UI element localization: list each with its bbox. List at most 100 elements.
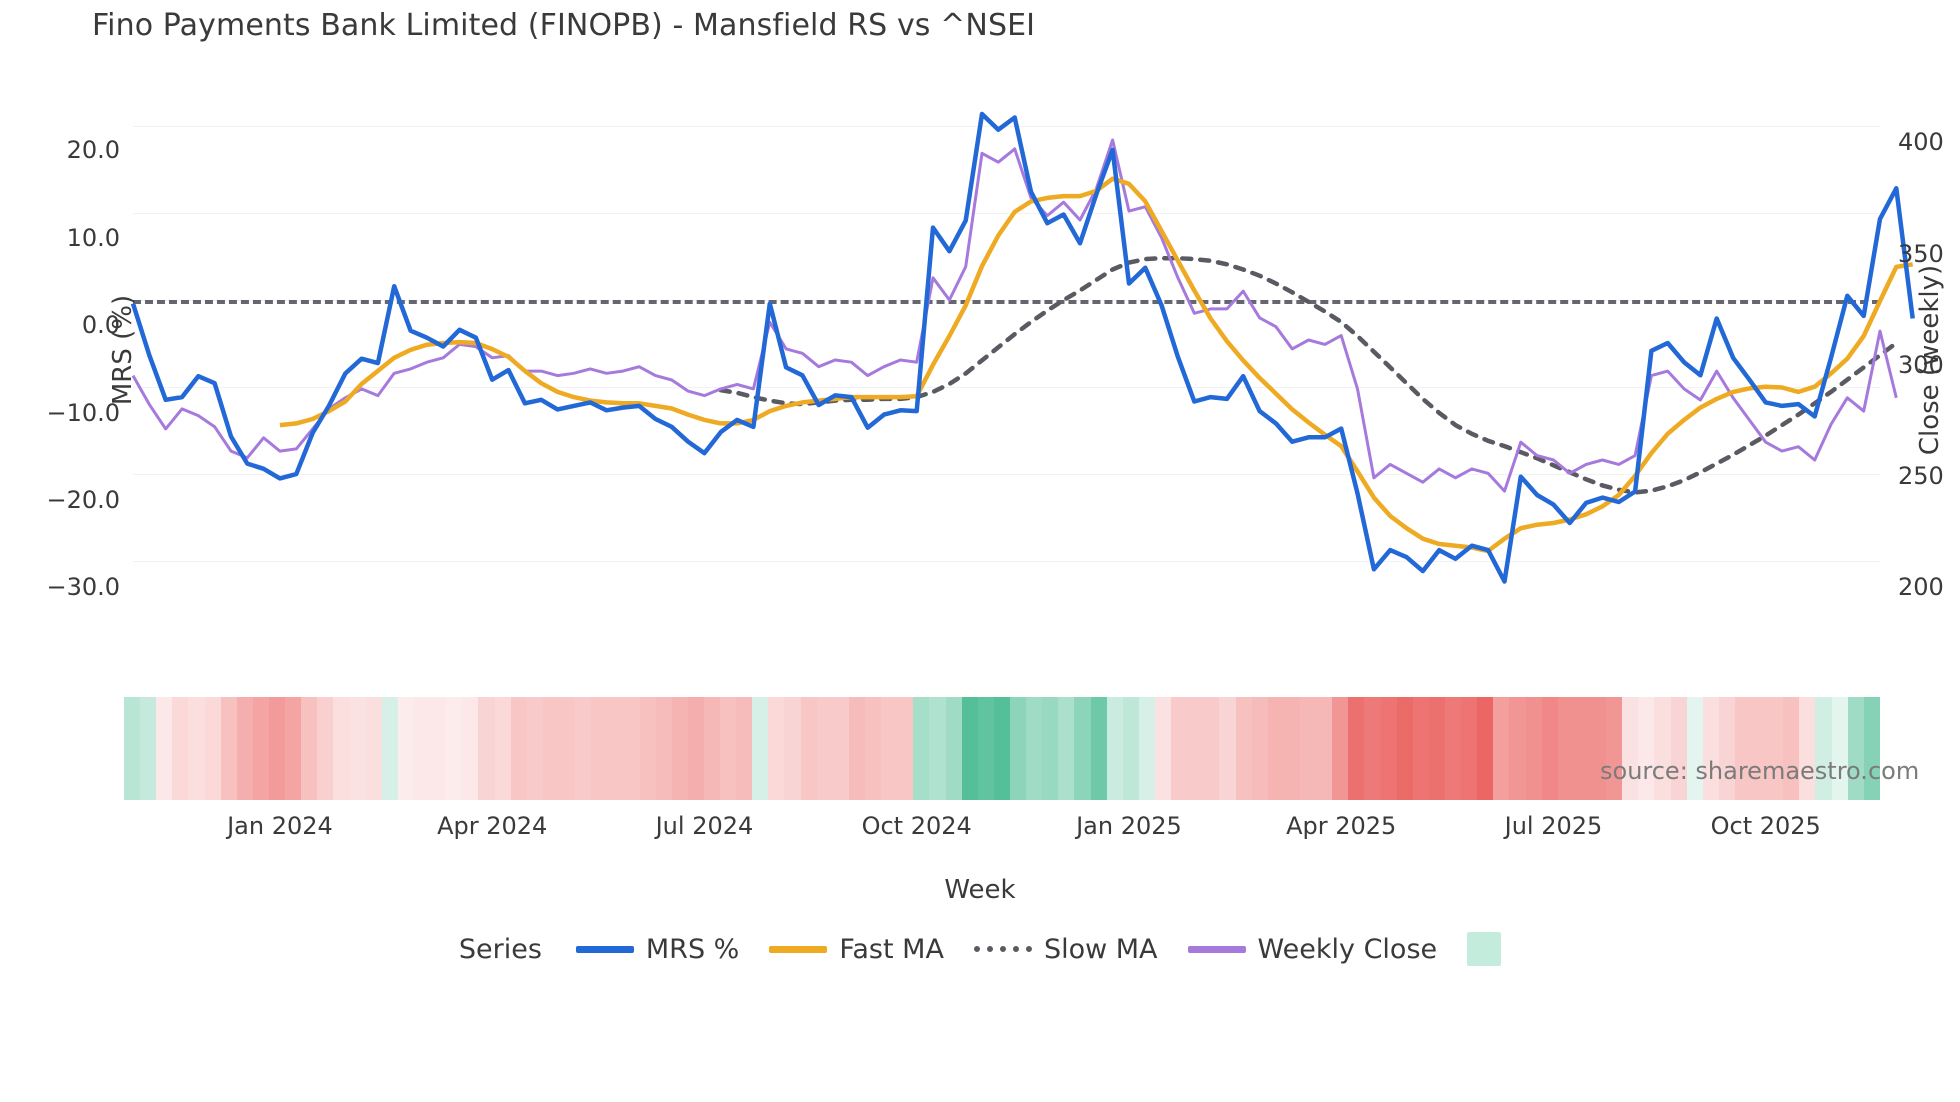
gridline — [133, 561, 1880, 562]
heatmap-cell — [1606, 697, 1623, 800]
heatmap-cell — [1783, 697, 1800, 800]
mrs-heatmap-strip — [124, 697, 1880, 800]
legend-item-fast-ma[interactable]: Fast MA — [769, 934, 944, 965]
heatmap-cell — [1010, 697, 1027, 800]
heatmap-cell — [413, 697, 431, 800]
heatmap-cell — [1831, 697, 1848, 800]
heatmap-cell — [1751, 697, 1768, 800]
heatmap-cell — [172, 697, 189, 800]
right-tick-label: 350 — [1898, 239, 1944, 268]
heatmap-cell — [1106, 697, 1123, 800]
heatmap-cell — [1364, 697, 1381, 800]
heatmap-cell — [1090, 697, 1107, 800]
gridline — [133, 126, 1880, 127]
x-tick-label: Jul 2024 — [655, 812, 754, 840]
heatmap-cell — [865, 697, 882, 800]
heatmap-cell — [526, 697, 543, 800]
x-tick-label: Jan 2024 — [227, 812, 333, 840]
heatmap-cell — [591, 697, 608, 800]
heatmap-cell — [156, 697, 173, 800]
heatmap-cell — [510, 697, 527, 800]
x-tick-label: Oct 2025 — [1710, 812, 1821, 840]
left-tick-label: −10.0 — [46, 398, 120, 427]
heatmap-cell — [575, 697, 592, 800]
heatmap-cell — [1412, 697, 1429, 800]
heatmap-cell — [542, 697, 559, 800]
heatmap-cell — [913, 697, 930, 800]
left-tick-label: 0.0 — [81, 311, 120, 340]
heatmap-cell — [268, 697, 286, 800]
legend-item-slow-ma[interactable]: Slow MA — [973, 933, 1158, 965]
heatmap-cell — [1493, 697, 1510, 800]
x-tick-label: Jul 2025 — [1504, 812, 1603, 840]
heatmap-cell — [848, 697, 866, 800]
heatmap-cell — [236, 697, 253, 800]
heatmap-cell — [317, 697, 334, 800]
heatmap-cell — [188, 697, 205, 800]
legend-item-weekly-close[interactable]: Weekly Close — [1187, 933, 1438, 965]
right-tick-label: 400 — [1898, 128, 1944, 157]
heatmap-cell — [1058, 697, 1075, 800]
heatmap-cell — [1767, 697, 1784, 800]
heatmap-cell — [1380, 697, 1397, 800]
legend-label: Weekly Close — [1257, 933, 1438, 965]
series-line-fast-ma — [279, 176, 1914, 554]
heatmap-cell — [784, 697, 801, 800]
legend-item-mrs-[interactable]: MRS % — [575, 934, 739, 965]
legend-label: Slow MA — [1043, 933, 1158, 965]
gridline — [133, 387, 1880, 388]
heatmap-cell — [1799, 697, 1816, 800]
heatmap-cell — [1074, 697, 1091, 800]
heatmap-cell — [1267, 697, 1284, 800]
series-line-weekly-close — [131, 138, 1898, 493]
plot-area: MRS (%) — [108, 100, 1915, 620]
legend-item-heat-swatch[interactable] — [1467, 932, 1502, 966]
heatmap-cell — [1702, 697, 1719, 800]
heatmap-cell — [639, 697, 656, 800]
left-tick-label: 20.0 — [66, 136, 120, 165]
gridline — [133, 474, 1880, 475]
heatmap-cell — [1622, 697, 1639, 800]
heatmap-cell — [1557, 697, 1574, 800]
heatmap-cell — [381, 697, 398, 800]
heatmap-cell — [430, 697, 447, 800]
heatmap-cell — [1316, 697, 1333, 800]
heatmap-cell — [220, 697, 237, 800]
heatmap-cell — [1203, 697, 1220, 800]
heatmap-cell — [1461, 697, 1478, 800]
heatmap-cell — [655, 697, 672, 800]
heatmap-cell — [494, 697, 511, 800]
heatmap-cell — [285, 697, 302, 800]
heatmap-cell — [252, 697, 269, 800]
right-tick-label: 200 — [1898, 572, 1944, 601]
heatmap-cell — [446, 697, 463, 800]
heatmap-cell — [478, 697, 495, 800]
heatmap-cell — [1332, 697, 1349, 800]
right-tick-label: 300 — [1898, 350, 1944, 379]
heatmap-cell — [462, 697, 479, 800]
heatmap-cell — [1525, 697, 1542, 800]
heatmap-cell — [1187, 697, 1204, 800]
legend-label: Fast MA — [839, 933, 944, 965]
legend-swatch — [1187, 945, 1246, 953]
heatmap-cell — [881, 697, 898, 800]
heatmap-cell — [204, 697, 221, 800]
heatmap-cell — [365, 697, 382, 800]
heatmap-cell — [1654, 697, 1671, 800]
heatmap-cell — [349, 697, 366, 800]
heatmap-cell — [1509, 697, 1526, 800]
heatmap-cell — [977, 697, 994, 800]
page-title: Fino Payments Bank Limited (FINOPB) - Ma… — [92, 8, 1036, 43]
heatmap-cell — [1815, 697, 1832, 800]
right-axis-title: Close (weekly) — [1915, 264, 1945, 456]
x-axis-title: Week — [944, 875, 1016, 905]
heatmap-cell — [816, 697, 833, 800]
heatmap-cell — [1718, 697, 1735, 800]
heatmap-cell — [1138, 697, 1155, 800]
heatmap-cell — [1042, 697, 1059, 800]
chart-legend: Series MRS % Fast MA Slow MA Weekly Close — [0, 925, 1960, 973]
heatmap-cell — [1251, 697, 1268, 800]
heatmap-cell — [1573, 697, 1590, 800]
legend-swatch — [769, 945, 828, 953]
x-tick-label: Apr 2025 — [1286, 812, 1397, 840]
